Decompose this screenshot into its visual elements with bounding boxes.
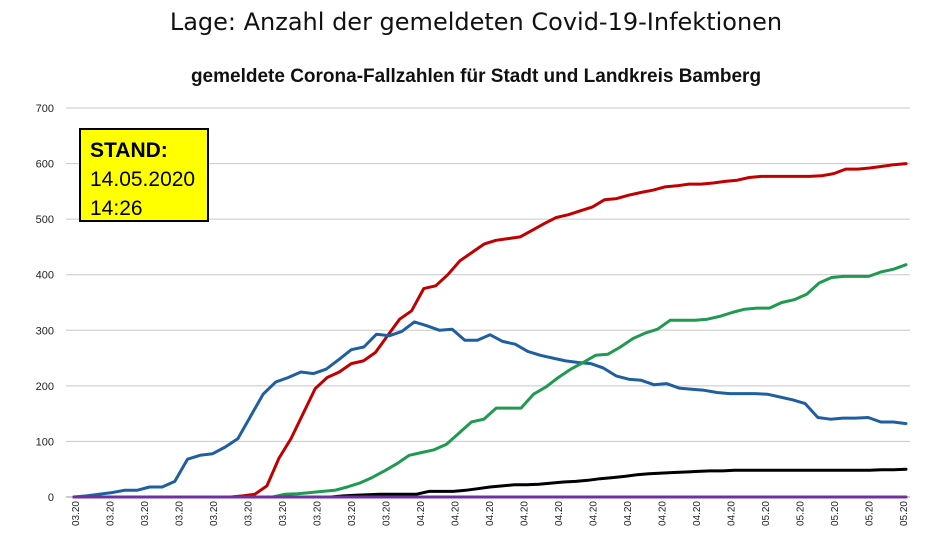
stand-box: STAND: 14.05.2020 14:26 <box>79 128 209 222</box>
series-line-4 <box>72 467 908 499</box>
x-tick-label: 04.20 <box>485 501 496 526</box>
x-tick-label: 04.20 <box>451 501 462 526</box>
x-tick-label: 04.20 <box>692 501 703 526</box>
stand-label: STAND: <box>90 139 168 162</box>
x-tick-label: 05.20 <box>830 501 841 526</box>
x-tick-label: 04.20 <box>623 501 634 526</box>
stand-date: 14.05.2020 <box>90 168 196 191</box>
series-line-3 <box>72 263 908 499</box>
y-tick-label: 300 <box>36 325 54 337</box>
y-tick-label: 200 <box>36 381 54 393</box>
x-tick-label: 05.20 <box>761 501 772 526</box>
y-tick-label: 0 <box>48 492 54 504</box>
y-tick-label: 400 <box>36 270 54 282</box>
x-tick-label: 03.20 <box>347 501 358 526</box>
x-tick-label: 04.20 <box>416 501 427 526</box>
x-tick-label: 05.20 <box>899 501 910 526</box>
y-tick-label: 700 <box>36 103 54 115</box>
x-tick-label: 03.20 <box>313 501 324 526</box>
x-tick-label: 03.20 <box>278 501 289 526</box>
x-tick-label: 03.20 <box>106 501 117 526</box>
x-tick-label: 04.20 <box>520 501 531 526</box>
x-tick-label: 03.20 <box>244 501 255 526</box>
x-axis-tick-labels: 03.20 03.20 03.20 03.20 03.20 03.20 03.20 03.20… <box>71 501 910 526</box>
y-tick-label: 600 <box>36 159 54 171</box>
x-tick-label: 04.20 <box>589 501 600 526</box>
chart-title: gemeldete Corona-Fallzahlen für Stadt un… <box>190 66 762 87</box>
x-tick-label: 03.20 <box>175 501 186 526</box>
x-tick-label: 03.20 <box>382 501 393 526</box>
x-tick-label: 05.20 <box>796 501 807 526</box>
page-title: Lage: Anzahl der gemeldeten Covid-19-Inf… <box>169 8 783 36</box>
series-line-2 <box>72 320 908 499</box>
x-tick-label: 03.20 <box>140 501 151 526</box>
stand-time: 14:26 <box>90 197 143 220</box>
y-axis-tick-labels: 0 100 200 300 400 500 600 700 <box>36 103 54 504</box>
series-lines <box>72 162 908 499</box>
y-tick-label: 100 <box>36 436 54 448</box>
x-tick-label: 04.20 <box>658 501 669 526</box>
x-tick-label: 05.20 <box>865 501 876 526</box>
x-tick-label: 04.20 <box>554 501 565 526</box>
y-tick-label: 500 <box>36 214 54 226</box>
x-tick-label: 03.20 <box>209 501 220 526</box>
x-tick-label: 04.20 <box>727 501 738 526</box>
x-tick-label: 03.20 <box>71 501 82 526</box>
